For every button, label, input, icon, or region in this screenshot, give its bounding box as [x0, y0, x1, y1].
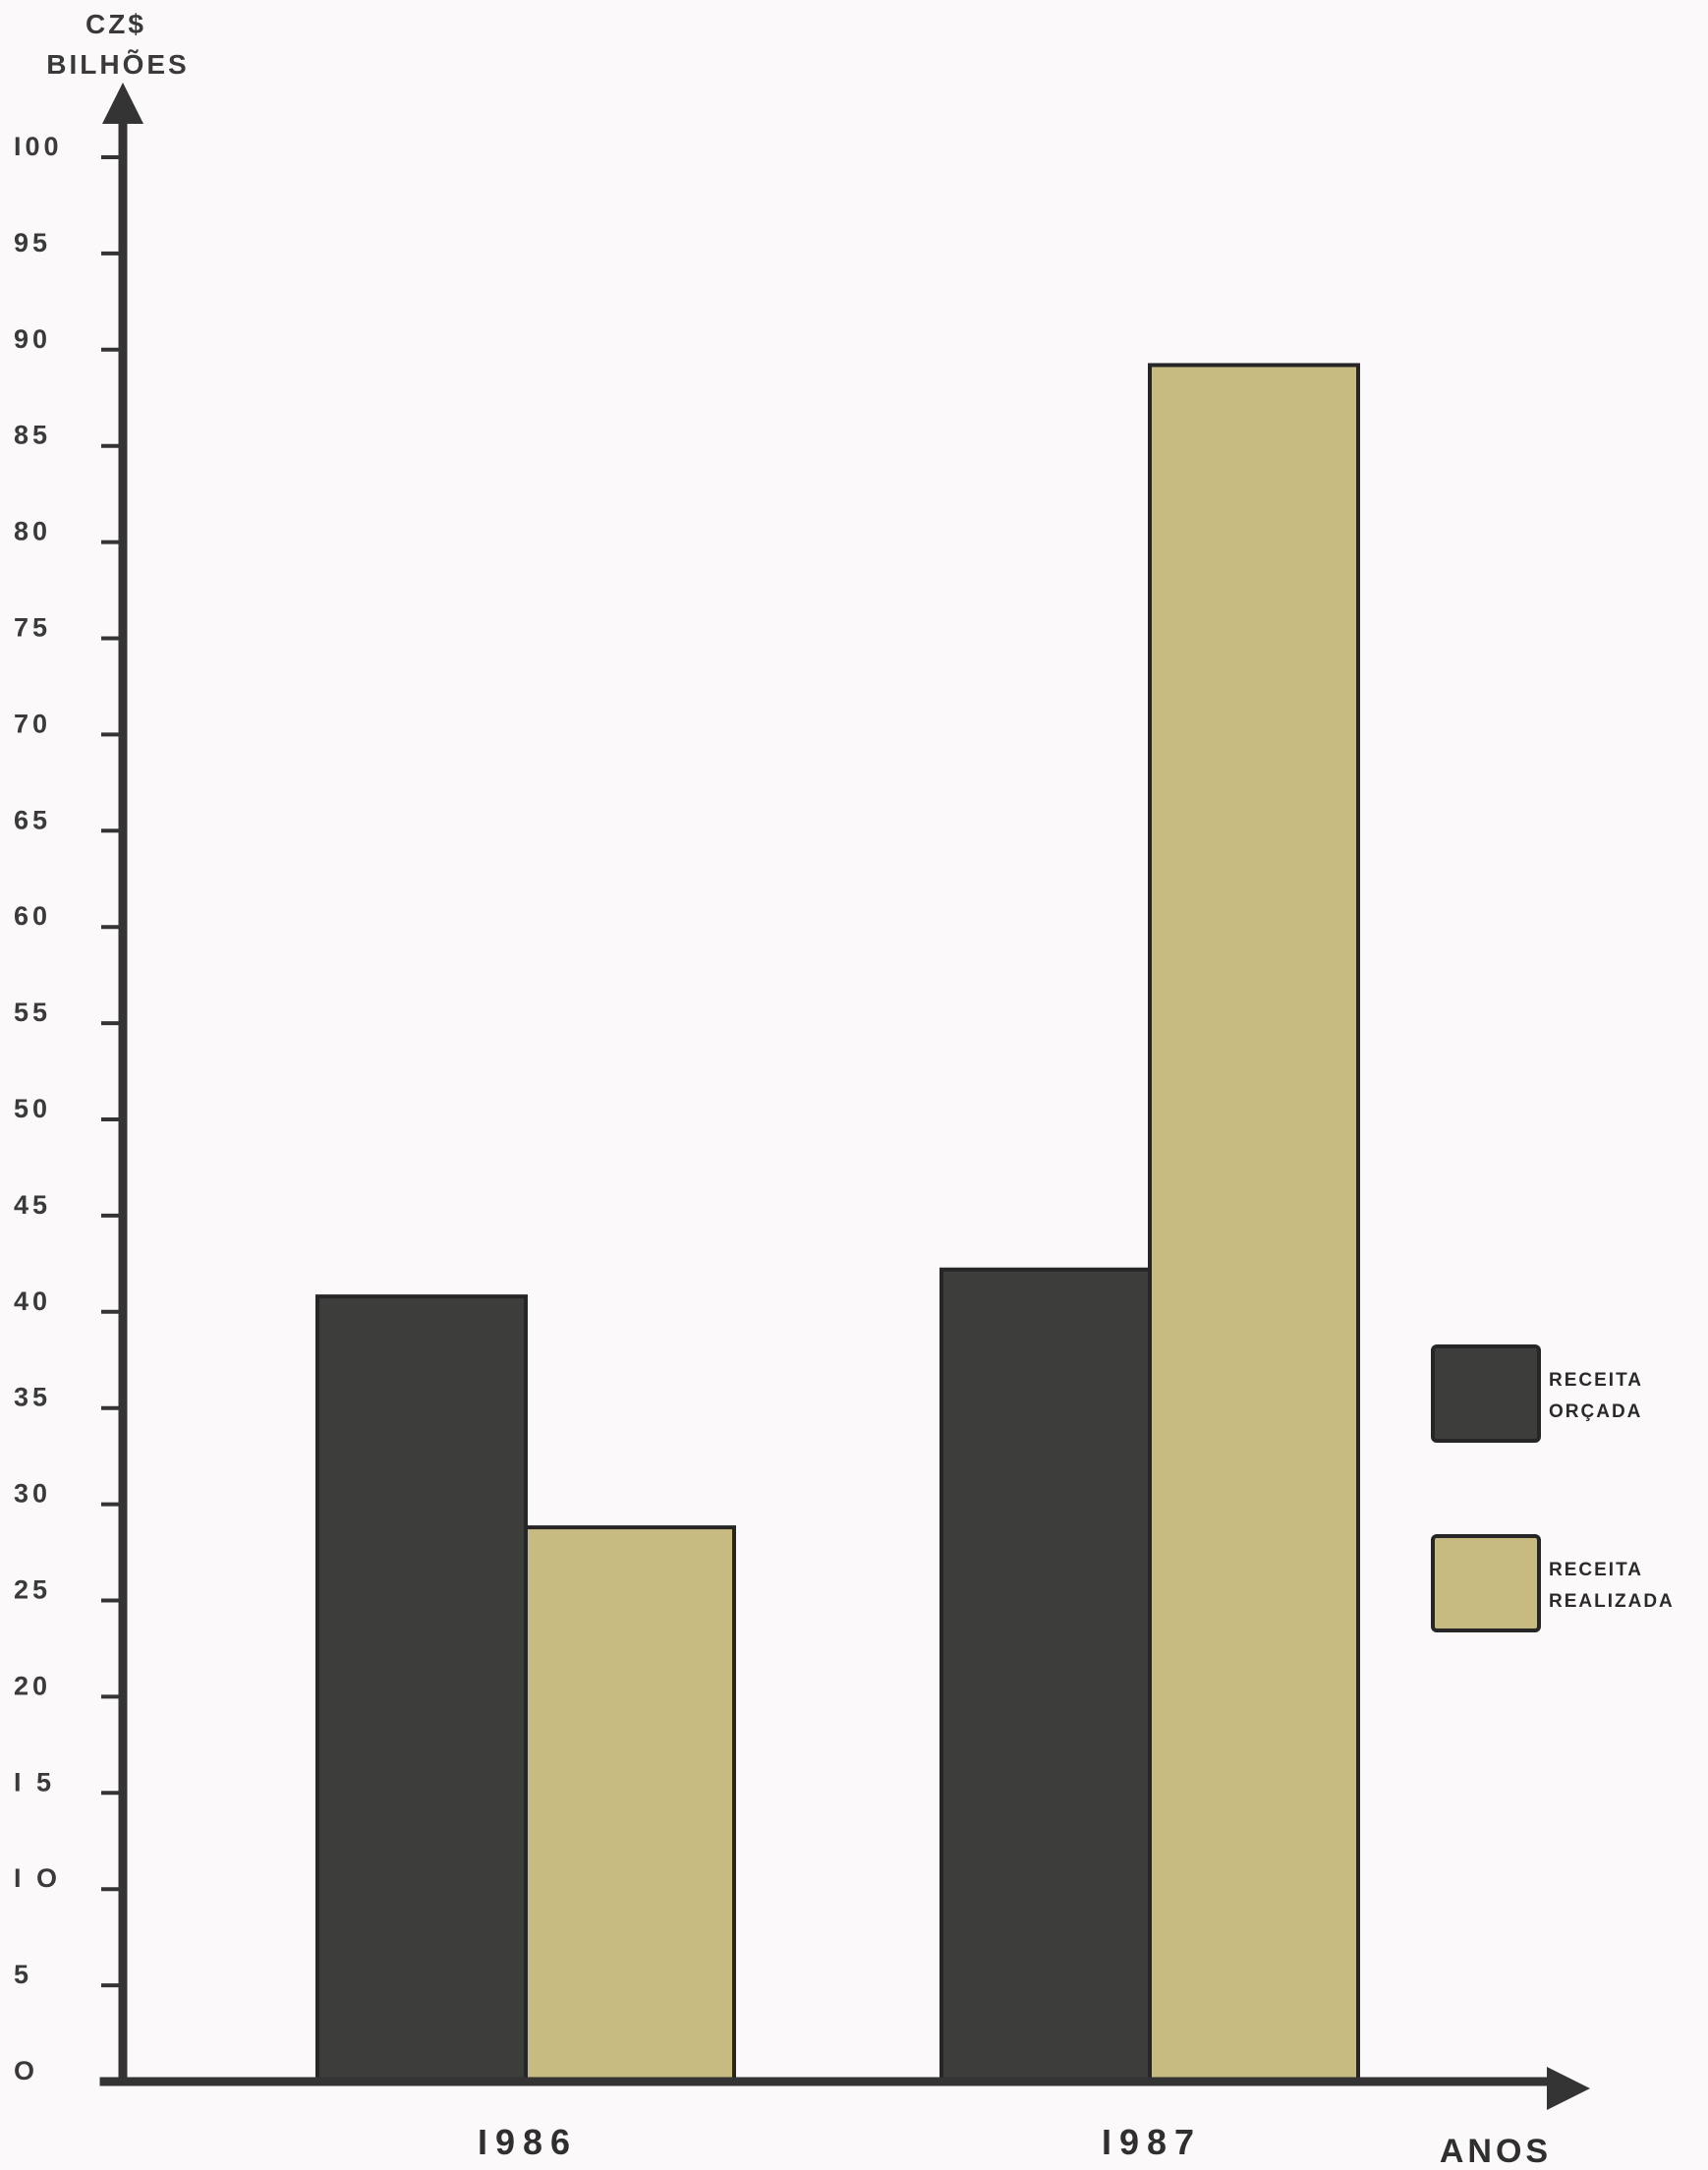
legend-swatch-receita-realizada [1431, 1534, 1541, 1632]
y-tick-label: 20 [14, 1671, 51, 1700]
bar-receita-realizada-0 [524, 1525, 736, 2084]
bar-receita-orcada-1 [939, 1267, 1152, 2084]
y-tick-label: 5 [14, 1960, 32, 1989]
y-tick-label: 70 [14, 709, 51, 738]
y-tick-label: 30 [14, 1479, 51, 1509]
x-category-label: I987 [1102, 2122, 1202, 2162]
legend-label-line: RECEITA [1549, 1370, 1643, 1391]
y-tick-label: 55 [14, 998, 51, 1027]
y-tick-label: 35 [14, 1383, 51, 1412]
y-tick-label: 40 [14, 1286, 51, 1316]
legend-label-line: ORÇADA [1549, 1401, 1642, 1422]
bar-receita-orcada-0 [315, 1294, 528, 2084]
legend-label-line: RECEITA [1549, 1560, 1643, 1580]
y-tick-label: I O [14, 1863, 61, 1893]
y-tick-label: 75 [14, 613, 51, 643]
y-axis-title: CZ$ BILHÕES [46, 9, 189, 80]
x-axis-title: ANOS [1440, 2133, 1552, 2170]
axes [99, 83, 1590, 2110]
y-tick-label: 45 [14, 1190, 51, 1220]
y-axis-title-line-2: BILHÕES [46, 49, 189, 80]
y-tick-label: 50 [14, 1094, 51, 1123]
x-category-label: I986 [478, 2122, 578, 2162]
y-tick-label: 65 [14, 805, 51, 834]
y-tick-label: I 5 [14, 1767, 55, 1797]
y-tick-label: 95 [14, 228, 51, 257]
y-tick-label: O [14, 2056, 38, 2085]
y-axis-title-line-1: CZ$ [85, 9, 146, 39]
y-tick-label: I00 [14, 132, 63, 161]
y-tick-label: 85 [14, 421, 51, 450]
y-tick-label: 90 [14, 324, 51, 354]
bar-receita-realizada-1 [1148, 363, 1360, 2084]
legend: RECEITA ORÇADA RECEITA REALIZADA [1431, 1344, 1675, 1632]
bars [315, 363, 1360, 2084]
legend-swatch-receita-orcada [1431, 1344, 1541, 1443]
y-tick-label: 80 [14, 517, 51, 546]
y-tick-label: 25 [14, 1575, 51, 1605]
x-labels: I986 I987 [478, 2122, 1202, 2162]
y-ticks: O 5 I O I 5 20 25 30 35 40 45 50 55 60 65 70 75 80 85 90 95… [14, 132, 123, 2085]
legend-label-line: REALIZADA [1549, 1591, 1675, 1612]
y-tick-label: 60 [14, 901, 51, 931]
x-axis-arrow-icon [1547, 2067, 1590, 2110]
y-axis-arrow-icon [102, 83, 143, 124]
